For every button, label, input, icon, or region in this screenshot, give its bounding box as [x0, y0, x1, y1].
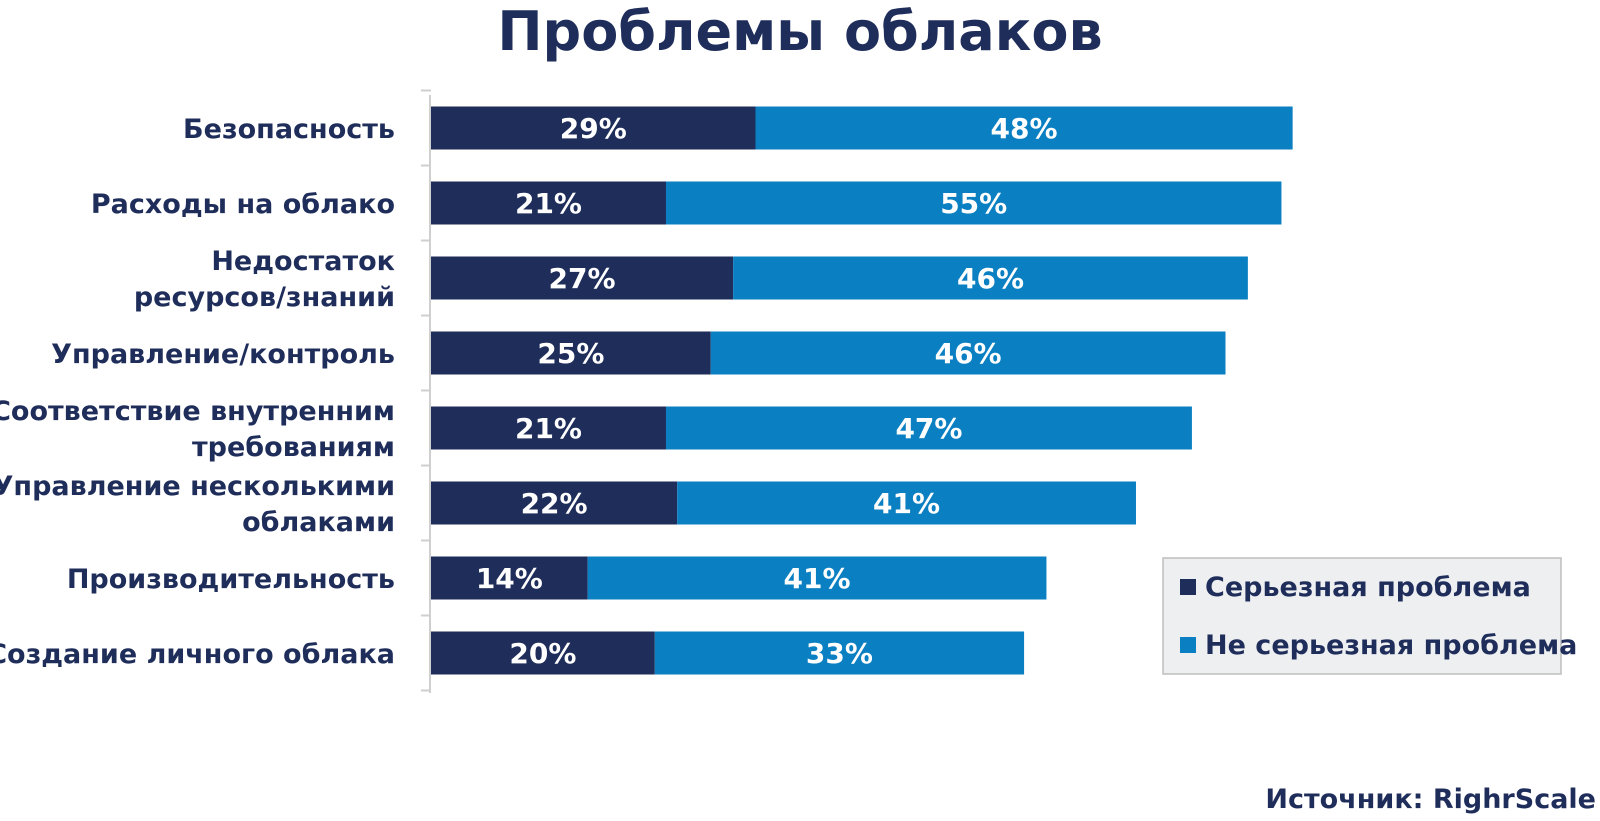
- bar-not-serious: [733, 256, 1248, 300]
- category-label: Расходы на облако: [91, 189, 395, 220]
- bar-label-serious: 27%: [549, 262, 616, 295]
- bar-serious: [431, 181, 666, 225]
- category-labels: Безопасность Расходы на облако Недостаток р…: [0, 114, 395, 670]
- bar-labels: 29% 48% 21% 55% 27% 46% 25% 46% 21% 47% 22% 41% 14% 4…: [476, 112, 1058, 670]
- bar-label-serious: 14%: [476, 562, 543, 595]
- bar-label-not-serious: 46%: [935, 337, 1002, 370]
- category-label: Создание личного облака: [0, 639, 395, 670]
- bar-serious: [431, 631, 655, 675]
- bar-label-not-serious: 46%: [957, 262, 1024, 295]
- bar-serious: [431, 256, 734, 300]
- chart-title: Проблемы облаков: [497, 0, 1102, 63]
- category-label: Управление/контроль: [51, 339, 395, 370]
- bar-serious: [431, 481, 678, 525]
- bar-label-not-serious: 47%: [895, 412, 962, 445]
- bar-not-serious: [710, 331, 1226, 375]
- bar-serious: [431, 331, 711, 375]
- legend: Серьезная проблема Не серьезная проблема: [1162, 557, 1577, 675]
- source-note: Источник: RighrScale: [1265, 784, 1596, 815]
- bar-label-not-serious: 41%: [873, 487, 940, 520]
- category-label: Безопасность: [183, 114, 395, 145]
- legend-box: [1162, 557, 1562, 675]
- bar-label-serious: 21%: [515, 187, 582, 220]
- category-label: Производительность: [67, 564, 395, 595]
- legend-swatch-serious: [1180, 579, 1196, 595]
- legend-swatch-not-serious: [1180, 637, 1196, 653]
- legend-label-serious: Серьезная проблема: [1205, 572, 1531, 603]
- bar-not-serious: [665, 406, 1192, 450]
- bar-label-serious: 25%: [537, 337, 604, 370]
- bar-label-serious: 29%: [560, 112, 627, 145]
- bar-label-serious: 20%: [509, 637, 576, 670]
- bar-serious: [431, 106, 756, 150]
- bars: [431, 106, 1293, 675]
- bar-not-serious: [755, 106, 1293, 150]
- bar-label-serious: 22%: [521, 487, 588, 520]
- bar-not-serious: [654, 631, 1025, 675]
- bar-label-not-serious: 33%: [806, 637, 873, 670]
- bar-label-not-serious: 55%: [940, 187, 1007, 220]
- bar-not-serious: [677, 481, 1136, 525]
- bar-label-serious: 21%: [515, 412, 582, 445]
- category-label: Недостаток ресурсов/знаний: [134, 246, 395, 313]
- bar-serious: [431, 406, 666, 450]
- category-label: Управление несколькими облаками: [0, 471, 395, 538]
- bar-label-not-serious: 48%: [991, 112, 1058, 145]
- bar-label-not-serious: 41%: [784, 562, 851, 595]
- bar-not-serious: [665, 181, 1282, 225]
- category-axis-ticks: [421, 89, 431, 692]
- bar-serious: [431, 556, 588, 600]
- bar-not-serious: [587, 556, 1047, 600]
- category-label: Соответствие внутренним требованиям: [0, 396, 395, 463]
- legend-label-not-serious: Не серьезная проблема: [1205, 630, 1577, 661]
